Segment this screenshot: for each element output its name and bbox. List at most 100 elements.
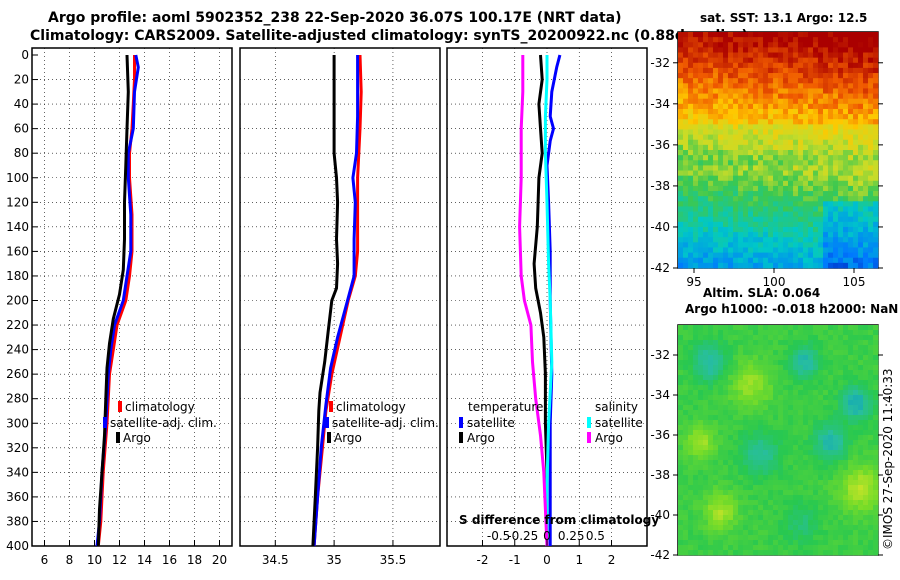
map-cell [818,252,824,259]
map-cell [818,540,824,546]
map-cell [773,540,779,546]
map-cell [743,470,749,476]
map-cell [728,495,734,501]
map-cell [723,325,729,331]
map-cell [733,455,739,461]
map-cell [693,124,699,130]
map-cell [698,232,704,238]
map-cell [758,390,764,396]
map-cell [843,52,849,59]
map-cell [823,191,829,197]
map-cell [783,325,789,331]
map-cell [723,180,729,187]
map-cell [748,252,754,259]
series-line-argo [96,54,130,547]
map-cell [698,129,704,136]
map-cell [783,119,789,125]
map-cell [763,485,769,491]
map-cell [713,460,719,466]
map-cell [848,185,854,192]
map-cell [808,180,814,187]
map-cell [723,221,729,228]
map-cell [808,98,814,105]
map-cell [693,505,699,511]
map-cell [813,435,819,441]
map-cell [713,485,719,491]
map-cell [678,247,684,254]
map-cell [723,385,729,391]
map-cell [853,165,859,171]
map-cell [773,144,779,151]
map-cell [698,520,704,526]
map-cell [748,47,754,53]
map-cell [863,400,869,406]
map-cell [683,410,689,416]
map-cell [773,375,779,381]
map-cell [808,505,814,511]
map-cell [808,425,814,431]
map-cell [723,73,729,79]
map-cell [833,510,839,516]
map-cell [868,257,874,264]
map-cell [793,114,799,120]
map-cell [793,430,799,436]
map-cell [733,242,739,248]
map-cell [843,445,849,451]
map-cell [838,550,844,556]
map-cell [718,247,724,254]
map-cell [763,93,769,100]
map-cell [763,67,769,74]
map-cell [813,93,819,100]
map-cell [873,180,879,187]
map-cell [828,257,834,264]
map-cell [838,420,844,426]
map-cell [703,226,709,233]
map-cell [793,88,799,94]
map-cell [698,495,704,501]
map-cell [728,129,734,136]
map-cell [808,515,814,521]
map-cell [798,425,804,431]
map-cell [753,47,759,53]
map-cell [688,226,694,233]
map-cell [688,37,694,43]
map-cell [708,78,714,84]
map-cell [788,415,794,421]
map-cell [683,124,689,130]
map-cell [833,495,839,501]
map-cell [708,226,714,233]
y-tick-label: 100 [6,171,29,185]
map-cell [698,62,704,69]
map-cell [818,370,824,376]
map-cell [838,226,844,233]
map-cell [788,440,794,446]
map-cell [703,134,709,141]
map-cell [758,221,764,228]
map-cell [683,400,689,406]
map-cell [678,415,684,421]
map-cell [833,160,839,166]
map-cell [683,139,689,146]
map-cell [773,480,779,486]
map-cell [758,196,764,202]
map-cell [748,535,754,541]
map-cell [738,330,744,336]
map-cell [788,216,794,223]
map-cell [828,155,834,161]
map-cell [718,119,724,125]
map-cell [798,160,804,166]
map-cell [798,52,804,59]
map-cell [818,510,824,516]
map-cell [723,216,729,223]
map-cell [803,160,809,166]
map-cell [848,242,854,248]
map-cell [868,201,874,207]
map-cell [688,103,694,110]
map-cell [833,370,839,376]
map-cell [733,221,739,228]
map-cell [848,370,854,376]
map-cell [693,119,699,125]
map-cell [693,262,699,269]
map-cell [708,88,714,94]
map-cell [763,460,769,466]
